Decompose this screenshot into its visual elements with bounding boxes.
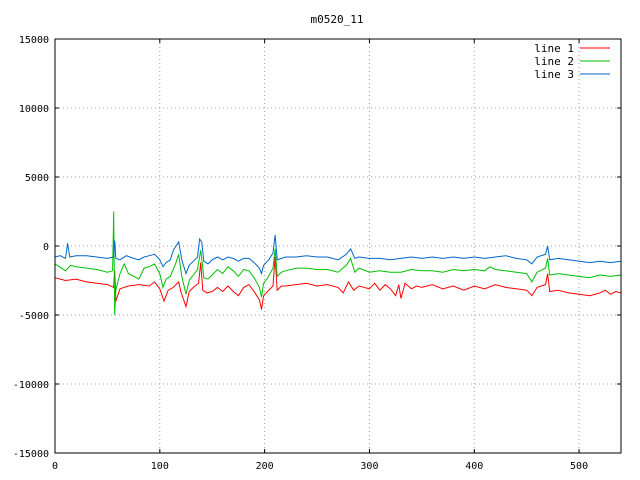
- y-tick-label: -5000: [19, 311, 49, 322]
- legend-label: line 2: [534, 55, 574, 68]
- y-tick-label: 0: [43, 242, 49, 253]
- axis-ticks: 0 100 200 300 400 500 -15000 -10000 -5000 0 5000 10…: [13, 35, 621, 472]
- x-tick-label: 300: [360, 461, 378, 472]
- grid-lines: [55, 39, 621, 453]
- y-tick-label: -15000: [13, 449, 49, 460]
- y-tick-label: -10000: [13, 380, 49, 391]
- x-tick-label: 0: [52, 461, 58, 472]
- y-tick-label: 5000: [25, 173, 49, 184]
- legend-label: line 3: [534, 68, 574, 81]
- series-group: [54, 211, 622, 316]
- y-tick-label: 15000: [19, 35, 49, 46]
- x-tick-label: 200: [256, 461, 274, 472]
- series-line-3: [54, 234, 622, 276]
- x-tick-label: 500: [570, 461, 588, 472]
- y-tick-label: 10000: [19, 104, 49, 115]
- series-line-1: [54, 256, 622, 310]
- x-tick-label: 400: [465, 461, 483, 472]
- legend-label: line 1: [534, 42, 574, 55]
- x-tick-label: 100: [151, 461, 169, 472]
- chart-title: m0520_11: [311, 13, 364, 26]
- series-line-2: [54, 211, 622, 316]
